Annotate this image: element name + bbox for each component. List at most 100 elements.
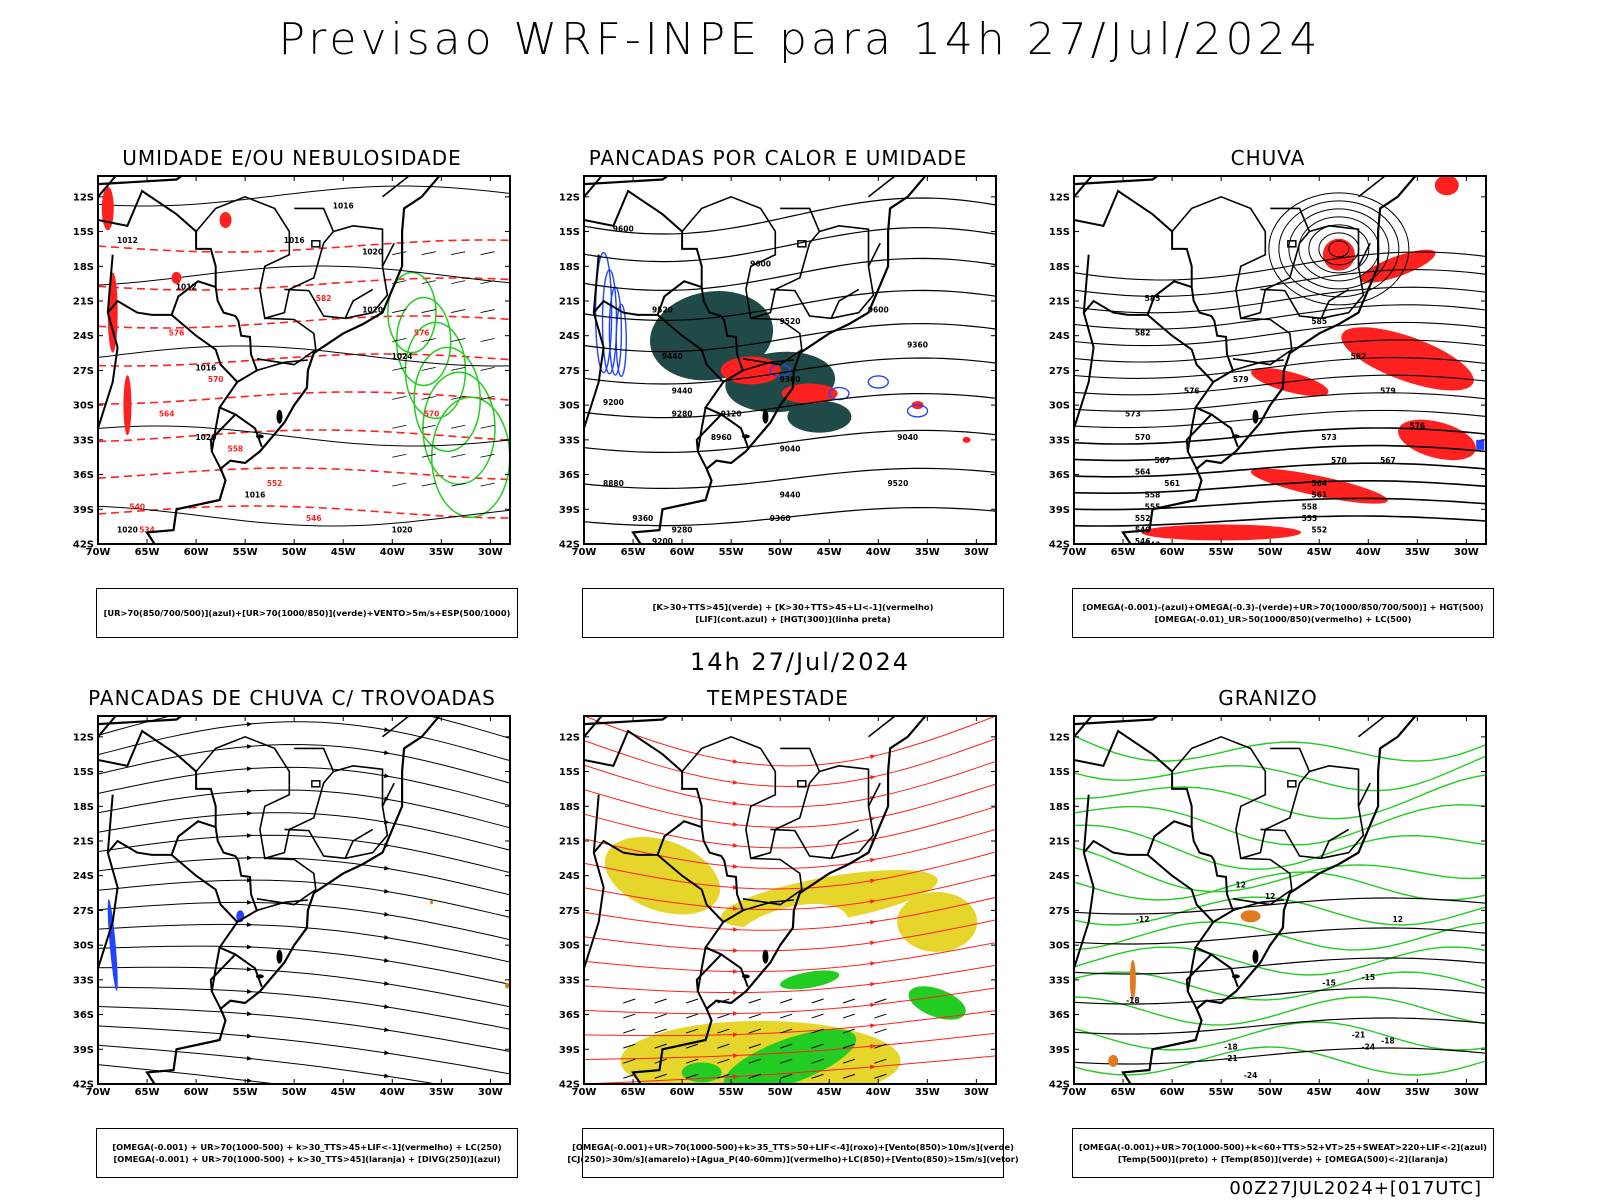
lon-tick-label: 30W — [1454, 547, 1479, 558]
lat-tick-label: 21S — [73, 836, 94, 847]
lon-tick-label: 40W — [1356, 547, 1381, 558]
lon-tick-label: 50W — [768, 1087, 793, 1098]
lat-tick-label: 18S — [559, 262, 580, 273]
lon-tick-label: 60W — [184, 547, 209, 558]
map-frame — [583, 715, 997, 1085]
lon-tick-label: 70W — [572, 1087, 597, 1098]
lon-tick-label: 30W — [478, 547, 503, 558]
contour-label: -12 — [1136, 915, 1150, 924]
contour-label: 12 — [1236, 880, 1246, 889]
hgt500-contour — [1074, 374, 1486, 396]
hgt300-contour — [584, 257, 996, 292]
map-borders — [584, 716, 927, 1084]
contour-label: 561 — [1164, 479, 1180, 488]
lon-tick-label: 45W — [1307, 1087, 1332, 1098]
contour-label: 9600 — [750, 259, 771, 268]
lat-tick-label: 33S — [73, 435, 94, 446]
temp500-contour — [1074, 897, 1486, 915]
lon-tick-label: 55W — [719, 547, 744, 558]
lon-tick-label: 65W — [621, 547, 646, 558]
lat-tick-label: 12S — [559, 192, 580, 203]
lat-tick-label: 33S — [1049, 975, 1070, 986]
contour-label: 1020 — [362, 306, 383, 315]
lat-tick-label: 27S — [1049, 366, 1070, 377]
lon-tick-label: 35W — [1405, 547, 1430, 558]
lat-tick-label: 33S — [73, 975, 94, 986]
pressure-contour — [98, 265, 510, 286]
contour-label: 576 — [169, 329, 185, 338]
legend-line: [OMEGA(-0.001) + UR>70(1000-500) + k>30_… — [113, 1154, 501, 1164]
lon-tick-label: 40W — [380, 547, 405, 558]
lon-tick-label: 35W — [429, 1087, 454, 1098]
lat-tick-label: 18S — [1049, 802, 1070, 813]
contour-label: 573 — [1125, 410, 1141, 419]
panel-title: CHUVA — [1230, 146, 1306, 170]
contour-label: 546 — [306, 514, 322, 523]
panel-trovoadas: PANCADAS DE CHUVA C/ TROVOADAS 12S 15S 18S 2… — [52, 686, 532, 1178]
contour-label: -24 — [1244, 1071, 1258, 1080]
lon-tick-label: 65W — [1111, 547, 1136, 558]
lon-tick-label: 65W — [1111, 1087, 1136, 1098]
contour-label: 1016 — [333, 201, 354, 210]
lat-tick-label: 42S — [73, 540, 94, 551]
contour-label: 576 — [414, 329, 430, 338]
temp850-green-contours — [1074, 735, 1486, 1076]
legend-box: [OMEGA(-0.001)+UR>70(1000-500)+k>35_TTS>… — [567, 1128, 1019, 1178]
contour-label: 12 — [1392, 915, 1402, 924]
contour-label: 567 — [1154, 456, 1170, 465]
lon-tick-label: 70W — [86, 547, 111, 558]
pressure-contour — [98, 345, 510, 367]
hgt300-contour — [584, 226, 996, 263]
map-frame — [583, 175, 997, 545]
lat-tick-label: 39S — [559, 1045, 580, 1056]
contour-label: 8880 — [603, 479, 624, 488]
lon-tick-label: 65W — [135, 547, 160, 558]
contour-label: 552 — [267, 479, 283, 488]
hgt500-contour — [1074, 321, 1486, 347]
map-frame — [97, 175, 511, 545]
pressure-contour — [98, 425, 510, 447]
panel-umidade: UMIDADE E/OU NEBULOSIDADE 1016 1016 1020 101… — [52, 146, 532, 638]
contour-label: 585 — [1145, 294, 1161, 303]
lat-tick-label: 12S — [1049, 192, 1070, 203]
lat-tick-label: 36S — [559, 1010, 580, 1021]
lat-tick-label: 24S — [73, 871, 94, 882]
lat-tick-label: 27S — [73, 366, 94, 377]
contour-label: 555 — [1302, 514, 1318, 523]
legend-line: [OMEGA(-0.01)_UR>50(1000/850)(vermelho) … — [1154, 614, 1412, 624]
lat-tick-label: 18S — [73, 802, 94, 813]
pressure-contour — [98, 505, 510, 527]
contour-label: 9440 — [780, 491, 801, 500]
contour-label: -24 — [1362, 1042, 1376, 1051]
wind-vectors-850 — [623, 998, 887, 1079]
contour-label: 1012 — [176, 282, 197, 291]
footer-run-time: 00Z27JUL2024+[017UTC] — [1229, 1178, 1482, 1199]
contour-label: 585 — [1311, 317, 1327, 326]
map-frame — [1073, 715, 1487, 1085]
hgt500-contour — [1074, 339, 1486, 363]
wind-vectors — [392, 251, 495, 487]
contour-label: 552 — [1311, 525, 1327, 534]
lat-tick-label: 33S — [1049, 435, 1070, 446]
temp500-contour — [1074, 1047, 1486, 1065]
map-borders — [1074, 716, 1417, 1084]
contour-label: 9360 — [632, 514, 653, 523]
lon-tick-label: 35W — [915, 1087, 940, 1098]
hgt500-contour — [1074, 392, 1486, 412]
lat-tick-label: 15S — [559, 227, 580, 238]
lat-tick-label: 15S — [1049, 227, 1070, 238]
map-borders — [584, 176, 927, 544]
thickness-contour — [98, 429, 510, 443]
lat-tick-label: 30S — [559, 941, 580, 952]
legend-box: [OMEGA(-0.001)+UR>70(1000-500)+k<60+TTS>… — [1072, 1128, 1494, 1178]
panel-granizo: GRANIZO 12 12 -12 12 -15 -18 -18 -21 -21 -24 -24 -15… — [1028, 686, 1508, 1178]
contour-label: -18 — [1381, 1036, 1395, 1045]
hgt300-contour — [584, 357, 996, 385]
lon-tick-label: 35W — [429, 547, 454, 558]
